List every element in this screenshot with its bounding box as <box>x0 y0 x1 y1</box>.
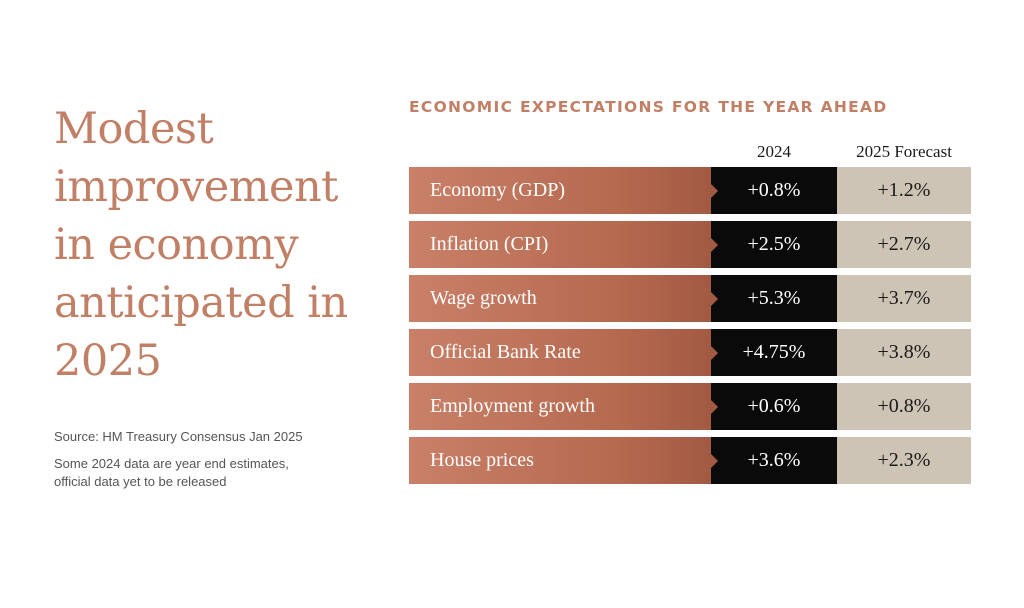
row-label: Official Bank Rate <box>409 329 711 376</box>
row-label: Wage growth <box>409 275 711 322</box>
table-row: Employment growth +0.6% +0.8% <box>409 383 971 430</box>
value-2025: +0.8% <box>837 383 971 430</box>
value-2024-text: +5.3% <box>747 287 801 309</box>
value-2024-text: +0.8% <box>747 179 801 201</box>
headline: Modest improvement in economy anticipate… <box>54 104 348 386</box>
value-2024: +2.5% <box>711 221 837 268</box>
value-2025: +2.3% <box>837 437 971 484</box>
value-2025: +3.8% <box>837 329 971 376</box>
value-2024: +3.6% <box>711 437 837 484</box>
value-2024-text: +4.75% <box>742 341 806 363</box>
value-2025: +2.7% <box>837 221 971 268</box>
caveat-note: Some 2024 data are year end estimates, o… <box>54 456 289 489</box>
value-2024: +0.6% <box>711 383 837 430</box>
table-row: House prices +3.6% +2.3% <box>409 437 971 484</box>
table-row: Wage growth +5.3% +3.7% <box>409 275 971 322</box>
row-arrow-icon <box>711 454 718 468</box>
row-label: Economy (GDP) <box>409 167 711 214</box>
notes: Source: HM Treasury Consensus Jan 2025 S… <box>54 428 384 491</box>
row-arrow-icon <box>711 400 718 414</box>
row-label: House prices <box>409 437 711 484</box>
expectations-table: Economy (GDP) +0.8% +1.2% Inflation (CPI… <box>409 167 971 491</box>
value-2024-text: +3.6% <box>747 449 801 471</box>
value-2024: +0.8% <box>711 167 837 214</box>
source-note: Source: HM Treasury Consensus Jan 2025 <box>54 429 303 444</box>
table-title: ECONOMIC EXPECTATIONS FOR THE YEAR AHEAD <box>409 98 888 116</box>
column-header-2024: 2024 <box>757 142 791 161</box>
row-label: Inflation (CPI) <box>409 221 711 268</box>
value-2024: +5.3% <box>711 275 837 322</box>
value-2025: +1.2% <box>837 167 971 214</box>
table-row: Official Bank Rate +4.75% +3.8% <box>409 329 971 376</box>
column-header-2025-forecast: 2025 Forecast <box>856 142 952 161</box>
row-arrow-icon <box>711 238 718 252</box>
value-2024-text: +2.5% <box>747 233 801 255</box>
row-arrow-icon <box>711 184 718 198</box>
row-arrow-icon <box>711 346 718 360</box>
value-2025: +3.7% <box>837 275 971 322</box>
table-row: Inflation (CPI) +2.5% +2.7% <box>409 221 971 268</box>
row-label: Employment growth <box>409 383 711 430</box>
table-row: Economy (GDP) +0.8% +1.2% <box>409 167 971 214</box>
value-2024-text: +0.6% <box>747 395 801 417</box>
value-2024: +4.75% <box>711 329 837 376</box>
row-arrow-icon <box>711 292 718 306</box>
